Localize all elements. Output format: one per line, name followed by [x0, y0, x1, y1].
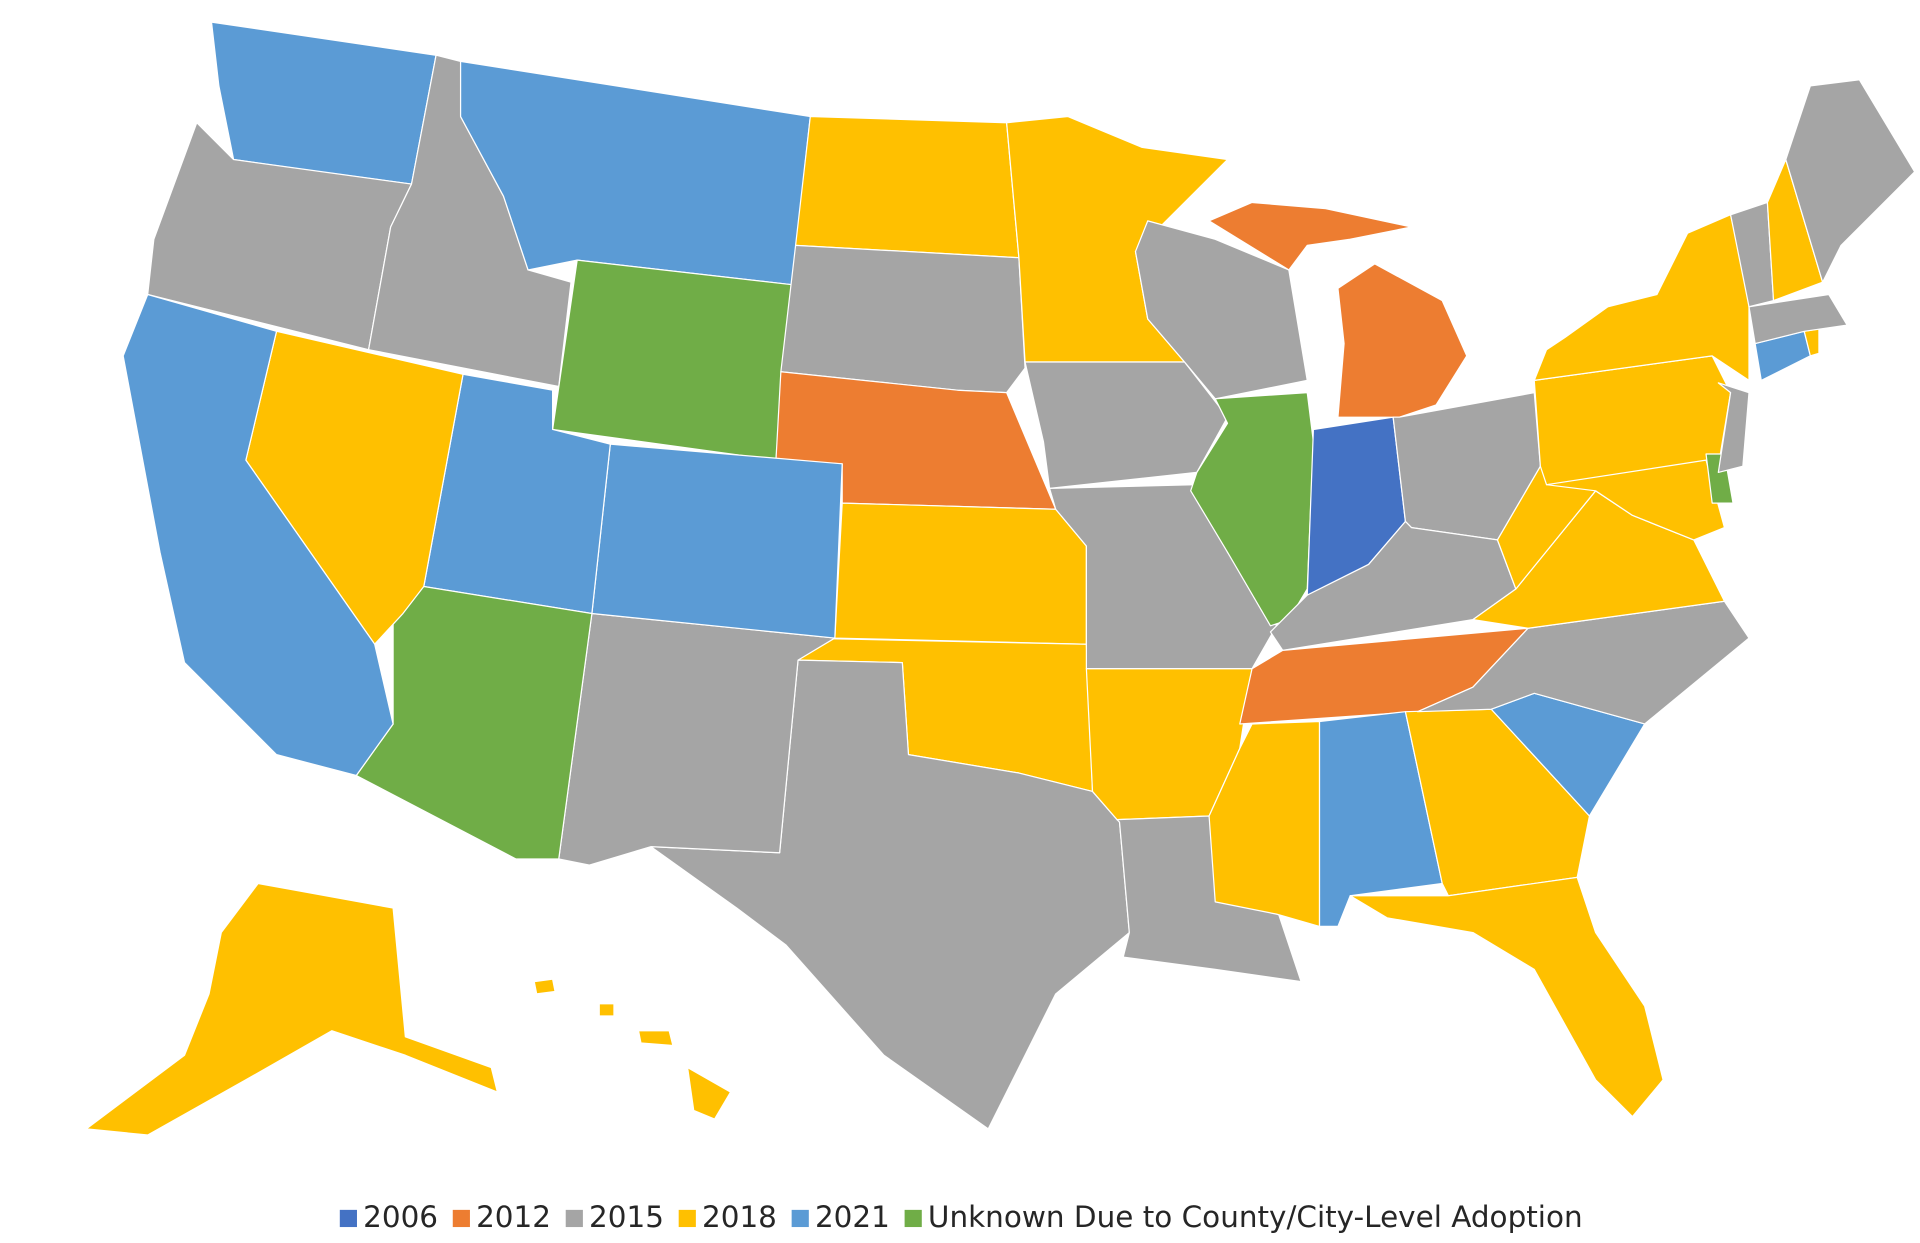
legend-label: 2021: [815, 1200, 890, 1234]
legend-swatch: [678, 1209, 696, 1228]
state: [1190, 392, 1315, 627]
state: [1545, 459, 1726, 541]
state: [1717, 382, 1750, 474]
state: [1785, 79, 1916, 283]
state: [558, 612, 836, 866]
state: [1533, 214, 1750, 381]
state: [780, 244, 1026, 394]
state: [1208, 201, 1413, 271]
state: [598, 1003, 615, 1017]
legend: 2006 2012 2015 2018 2021 Unknown Due to Count…: [339, 1200, 1583, 1234]
state: [210, 21, 437, 185]
state: [355, 585, 593, 860]
legend-swatch: [339, 1209, 357, 1228]
state: [591, 443, 843, 639]
state: [794, 115, 1020, 259]
state: [1748, 293, 1848, 345]
states: [85, 21, 1916, 1136]
state: [834, 502, 1087, 645]
state: [686, 1066, 732, 1120]
legend-swatch: [791, 1209, 809, 1228]
legend-swatch: [452, 1209, 470, 1228]
state: [533, 978, 556, 995]
state: [85, 882, 499, 1136]
state: [650, 659, 1130, 1130]
state: [637, 1030, 674, 1047]
legend-label: 2012: [476, 1200, 551, 1234]
state: [552, 259, 793, 461]
state: [1337, 263, 1468, 418]
legend-swatch: [904, 1209, 922, 1228]
legend-label: 2006: [363, 1200, 438, 1234]
state: [1349, 876, 1664, 1118]
legend-label: Unknown Due to County/City-Level Adoptio…: [928, 1200, 1583, 1234]
legend-label: 2015: [589, 1200, 664, 1234]
legend-label: 2018: [702, 1200, 777, 1234]
state: [122, 293, 394, 777]
state: [1024, 361, 1229, 489]
legend-swatch: [565, 1209, 583, 1228]
